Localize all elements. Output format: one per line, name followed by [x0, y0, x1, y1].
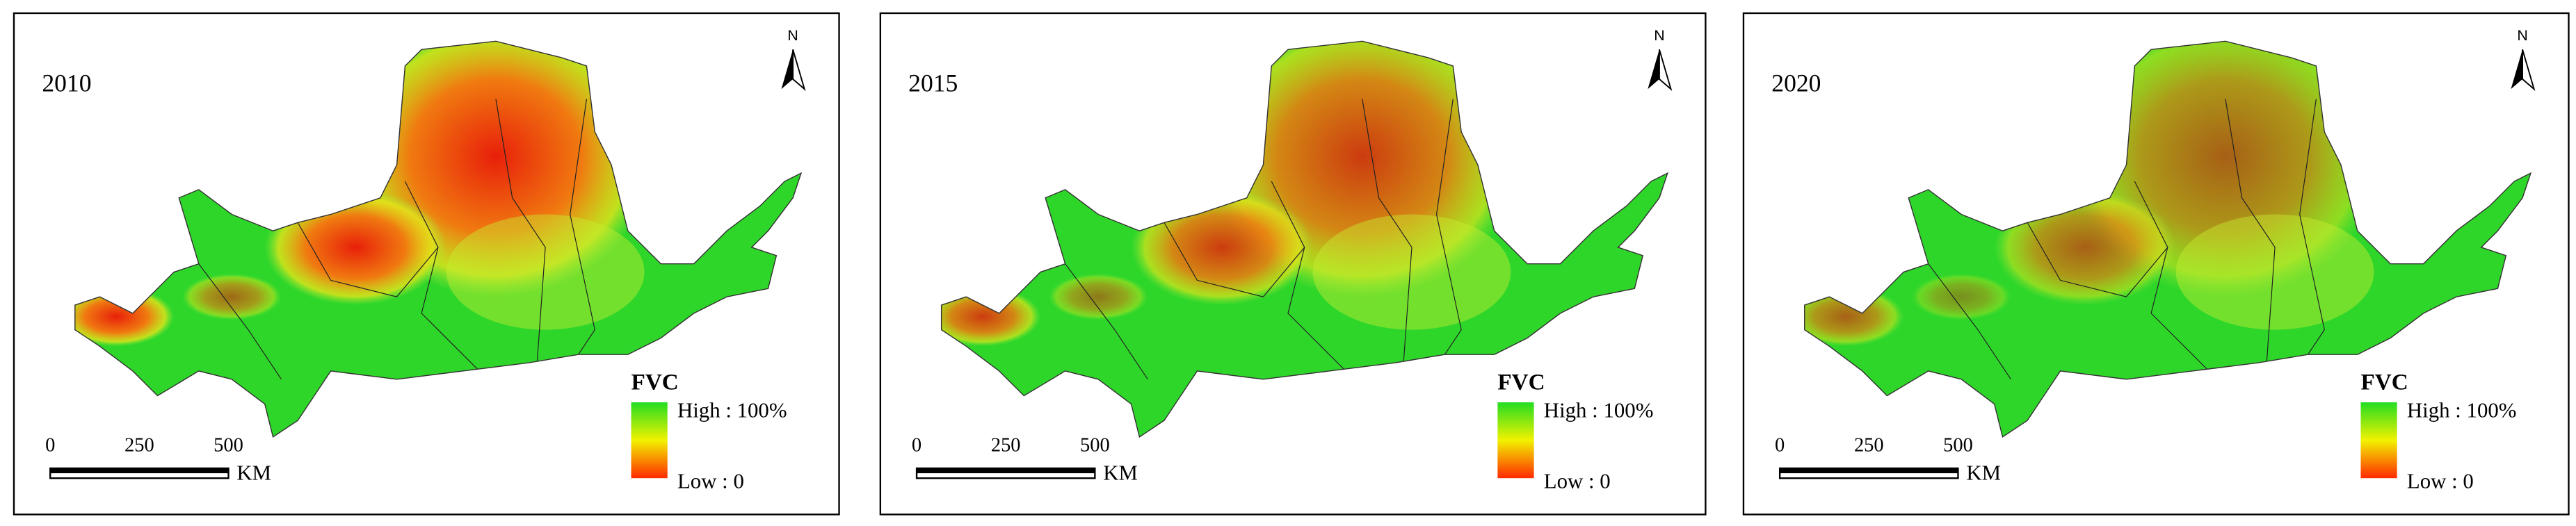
mid-cover-area — [2175, 214, 2374, 330]
province-boundary — [1928, 263, 2011, 380]
scale-label: 250 — [124, 435, 154, 457]
legend-low: Low : 0 — [677, 469, 744, 493]
scale-bar — [917, 468, 1095, 474]
legend-high: High : 100% — [677, 398, 787, 422]
scale-label: 250 — [991, 435, 1021, 457]
north-label: N — [1654, 27, 1664, 44]
province-boundary — [404, 181, 480, 372]
low-cover-area — [1048, 273, 1148, 320]
low-cover-area — [182, 273, 282, 320]
scale-bar — [50, 468, 229, 474]
scale-label: 0 — [45, 435, 55, 457]
legend-high: High : 100% — [2407, 398, 2517, 422]
north-arrow — [2522, 49, 2536, 91]
legend-title: FVC — [631, 370, 679, 395]
province-boundary — [1362, 99, 1412, 363]
legend-low: Low : 0 — [2407, 469, 2474, 493]
fvc-map — [74, 41, 801, 437]
mid-cover-area — [1312, 214, 1511, 330]
scale-label: 0 — [912, 435, 921, 457]
north-label: N — [2517, 27, 2527, 44]
legend-ramp — [631, 402, 668, 479]
scale-label: 250 — [1854, 435, 1884, 457]
north-arrow — [781, 49, 794, 90]
map-panel: 2010 N FVC High : 100% Low : 0 0 250 500 KM — [13, 12, 840, 516]
legend-low: Low : 0 — [1544, 469, 1611, 493]
scale-label: 500 — [214, 435, 243, 457]
low-cover-area — [1912, 273, 2011, 320]
province-boundary — [1164, 222, 1305, 297]
province-boundary — [2299, 99, 2325, 355]
year-label: 2010 — [42, 69, 91, 97]
low-cover-area — [1804, 286, 1904, 347]
low-cover-area — [941, 286, 1041, 347]
legend-title: FVC — [1497, 370, 1545, 395]
north-arrow — [1658, 49, 1673, 91]
legend-high: High : 100% — [1544, 398, 1654, 422]
province-boundary — [2225, 99, 2276, 363]
low-cover-area — [74, 286, 175, 347]
province-boundary — [1065, 263, 1148, 380]
scale-unit: KM — [236, 461, 271, 485]
province-boundary — [1435, 99, 1462, 355]
scale-label: 500 — [1943, 435, 1973, 457]
north-label: N — [787, 27, 798, 44]
province-boundary — [198, 263, 282, 380]
province-boundary — [570, 99, 595, 355]
year-label: 2020 — [1771, 69, 1821, 97]
legend-ramp — [1497, 402, 1534, 479]
province-boundary — [2027, 222, 2168, 297]
mid-cover-area — [446, 214, 645, 330]
north-arrow — [792, 49, 806, 91]
province-boundary — [297, 222, 439, 297]
year-label: 2015 — [908, 69, 958, 97]
map-panel: 2020 N FVC High : 100% Low : 0 0 250 500 KM — [1742, 12, 2570, 516]
north-arrow — [2511, 49, 2523, 90]
scale-label: 500 — [1080, 435, 1110, 457]
map-panel: 2015 N FVC High : 100% Low : 0 0 250 500 KM — [879, 12, 1707, 516]
scale-label: 0 — [1775, 435, 1785, 457]
province-boundary — [1271, 181, 1346, 372]
scale-unit: KM — [1103, 461, 1138, 485]
province-boundary — [495, 99, 546, 363]
scale-bar — [1780, 468, 1958, 474]
province-boundary — [2134, 181, 2209, 372]
legend-ramp — [2360, 402, 2397, 479]
fvc-map — [1804, 41, 2531, 437]
legend-title: FVC — [2360, 370, 2408, 395]
scale-unit: KM — [1966, 461, 2001, 485]
